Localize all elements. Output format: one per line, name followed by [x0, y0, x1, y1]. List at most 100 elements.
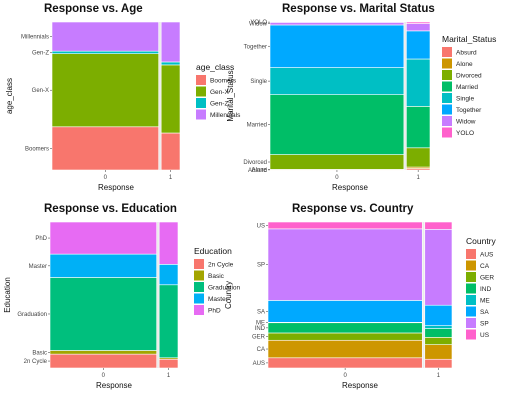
legend-label-single: Single [456, 96, 474, 103]
legend-label-gen-z: Gen-Z [210, 101, 228, 108]
tile-graduation-response-1 [158, 284, 179, 359]
tile-yolo-response-1 [406, 21, 431, 24]
y-tick-label-gen-x: Gen-X [32, 88, 49, 94]
chart-2: Response vs. Marital StatusAloneAbsurdDi… [226, 3, 496, 192]
legend-key-married [442, 81, 452, 92]
y-tick-label-master: Master [29, 264, 47, 270]
legend-key-2n-cycle [194, 259, 204, 269]
chart-title: Response vs. Education [44, 203, 177, 215]
legend-title: Education [194, 246, 232, 256]
legend-title: Marital_Status [442, 34, 496, 44]
y-axis-label: age_class [5, 78, 14, 114]
chart-title: Response vs. Country [292, 203, 414, 215]
tile-boomers-response-1 [160, 132, 181, 171]
legend-key-absurd [442, 47, 452, 57]
tile-graduation-response-0 [49, 277, 157, 351]
legend-label-widow: Widow [456, 119, 476, 126]
legend-label-married: Married [456, 84, 478, 91]
legend-label-ind: IND [480, 286, 492, 293]
tile-boomers-response-0 [51, 126, 159, 171]
legend-key-basic [194, 270, 204, 281]
x-axis-label: Response [98, 183, 135, 192]
x-tick-label-1: 1 [437, 373, 441, 379]
y-tick-label-us: US [257, 223, 265, 229]
tile-aus-response-1 [424, 358, 453, 369]
legend-key-master [194, 293, 204, 304]
legend-label-gen-x: Gen-X [210, 89, 229, 96]
x-tick-label-1: 1 [169, 175, 173, 181]
legend-label-aus: AUS [480, 252, 494, 259]
y-tick-label-widow: Widow [249, 22, 268, 28]
y-tick-label-millennials: Millennials [21, 35, 49, 41]
tile-ca-response-1 [424, 344, 453, 360]
tile-millennials-response-0 [51, 21, 159, 52]
legend-key-aus [466, 249, 476, 259]
tile-ind-response-0 [267, 322, 423, 334]
legend-key-phd [194, 305, 204, 315]
y-tick-label-sa: SA [257, 309, 265, 315]
tile-aus-response-0 [267, 357, 423, 369]
legend-key-ind [466, 283, 476, 294]
legend-label-ger: GER [480, 275, 494, 282]
tile-ger-response-0 [267, 332, 423, 341]
tile-ca-response-0 [267, 339, 423, 359]
legend-label-us: US [480, 332, 490, 339]
y-tick-label-phd: PhD [35, 236, 47, 242]
x-tick-label-1: 1 [417, 175, 421, 181]
tile-sa-response-1 [424, 304, 453, 326]
legend-key-graduation [194, 282, 204, 292]
y-tick-label-2n-cycle: 2n Cycle [24, 359, 48, 365]
legend-label-sa: SA [480, 309, 489, 316]
x-axis-label: Response [342, 381, 379, 390]
legend-label-alone: Alone [456, 61, 473, 68]
tile-basic-response-0 [49, 350, 157, 355]
legend-label-together: Together [456, 107, 482, 114]
y-tick-label-ca: CA [257, 347, 265, 353]
legend-label-yolo: YOLO [456, 130, 474, 137]
legend-key-sa [466, 306, 476, 317]
x-axis-label: Response [332, 183, 369, 192]
tile-sa-response-0 [267, 300, 423, 323]
tile-together-response-1 [406, 30, 431, 60]
tile-married-response-0 [269, 94, 405, 155]
y-axis-label: Education [3, 277, 12, 313]
x-tick-label-0: 0 [104, 175, 108, 181]
chart-1: Response vs. Age Boomers Gen-X Gen-Z Millenn… [5, 3, 241, 192]
tile-gen-z-response-0 [51, 50, 159, 54]
tile-2n-cycle-response-0 [49, 353, 157, 369]
y-tick-label-together: Together [244, 44, 267, 50]
tile-together-response-0 [269, 24, 405, 68]
y-tick-label-sp: SP [257, 263, 265, 269]
legend-label-boomers: Boomers [210, 78, 237, 85]
y-tick-label-ger: GER [252, 335, 266, 341]
legend-key-millennials [196, 109, 206, 120]
tile-married-response-1 [406, 106, 431, 149]
tile-widow-response-1 [406, 23, 431, 32]
y-tick-label-yolo: YOLO [250, 20, 267, 26]
legend-label-sp: SP [480, 321, 489, 328]
y-tick-label-boomers: Boomers [25, 146, 49, 152]
tile-master-response-0 [49, 253, 157, 278]
tile-divorced-response-0 [269, 154, 405, 170]
y-tick-label-alone: Alone [252, 168, 268, 174]
legend-key-sp [466, 318, 476, 328]
legend-key-gen-z [196, 98, 206, 108]
y-axis-label: Marital_Status [226, 70, 235, 121]
tile-phd-response-1 [158, 221, 179, 265]
chart-3: Response vs. Education 2n Cycle Basic Gradu… [3, 203, 241, 390]
y-tick-label-ind: IND [255, 326, 266, 332]
y-tick-label-married: Married [247, 123, 267, 129]
legend-label-me: ME [480, 298, 490, 305]
x-tick-label-0: 0 [343, 373, 347, 379]
legend-label-ca: CA [480, 263, 490, 270]
legend-label-absurd: Absurd [456, 50, 477, 57]
legend-label-master: Master [208, 296, 229, 303]
legend-key-alone [442, 58, 452, 69]
legend-label-phd: PhD [208, 308, 221, 315]
tile-us-response-0 [267, 221, 423, 230]
x-tick-label-0: 0 [335, 175, 339, 181]
tile-2n-cycle-response-1 [158, 358, 179, 369]
tile-gen-x-response-1 [160, 64, 181, 134]
legend-key-single [442, 93, 452, 103]
